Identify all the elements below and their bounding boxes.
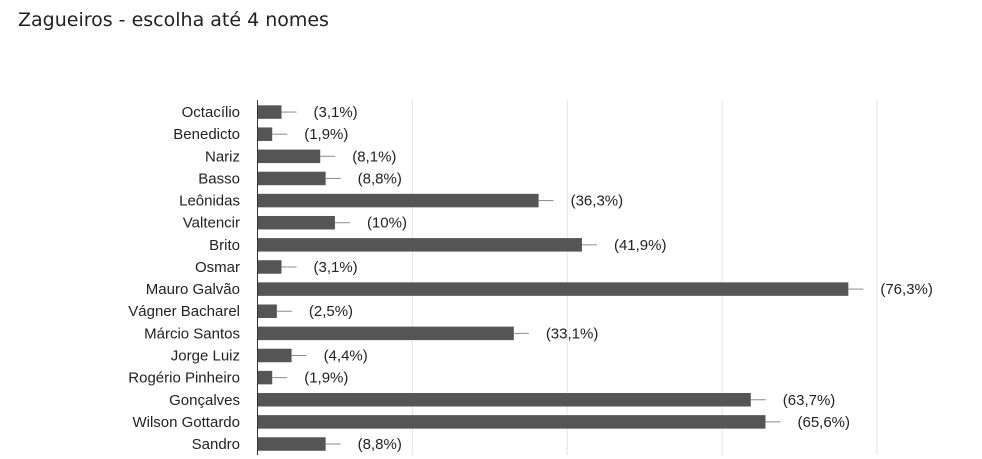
data-label: (8,8%) xyxy=(358,170,402,187)
data-label: (4,4%) xyxy=(324,347,368,364)
data-label: (10%) xyxy=(367,215,407,232)
data-label: (8,8%) xyxy=(358,436,402,453)
data-label: (3,1%) xyxy=(314,104,358,121)
category-label: Leônidas xyxy=(179,193,240,210)
data-label: (8,1%) xyxy=(352,148,396,165)
data-label: (41,9%) xyxy=(614,237,667,254)
bar xyxy=(257,127,273,141)
chart-title: Zagueiros - escolha até 4 nomes xyxy=(18,9,329,31)
bar xyxy=(257,437,326,451)
bar xyxy=(257,238,582,252)
category-label: Wilson Gottardo xyxy=(132,414,240,431)
bar xyxy=(257,415,766,429)
value-labels: (3,1%)(1,9%)(8,1%)(8,8%)(36,3%)(10%)(41,… xyxy=(304,104,933,453)
category-label: Benedicto xyxy=(173,126,240,143)
category-labels: Octacílio Benedicto Nariz Basso Leônidas Valt… xyxy=(128,104,240,453)
bars xyxy=(257,105,849,451)
category-label: Gonçalves xyxy=(169,392,240,409)
category-label: Valtencir xyxy=(183,215,240,232)
bar xyxy=(257,370,273,385)
data-label: (1,9%) xyxy=(304,126,348,143)
category-label: Basso xyxy=(198,170,240,187)
category-label: Rogério Pinheiro xyxy=(128,370,240,387)
category-label: Vágner Bacharel xyxy=(128,303,240,320)
data-label: (76,3%) xyxy=(880,281,933,298)
category-label: Octacílio xyxy=(182,104,240,121)
category-label: Sandro xyxy=(192,436,240,453)
bar xyxy=(257,326,514,341)
bar xyxy=(257,171,326,186)
error-bars xyxy=(272,111,864,445)
data-label: (2,5%) xyxy=(309,303,353,320)
category-label: Jorge Luiz xyxy=(171,347,240,364)
data-label: (65,6%) xyxy=(797,414,850,431)
bar xyxy=(257,348,292,363)
category-label: Nariz xyxy=(205,148,240,165)
data-label: (36,3%) xyxy=(571,193,624,210)
bar xyxy=(257,304,277,318)
bar xyxy=(257,193,539,208)
bar xyxy=(257,149,321,164)
bar xyxy=(257,215,335,230)
bar xyxy=(257,393,751,407)
data-label: (63,7%) xyxy=(783,392,836,409)
category-label: Márcio Santos xyxy=(144,325,240,342)
bar xyxy=(257,282,849,296)
data-label: (1,9%) xyxy=(304,370,348,387)
category-label: Mauro Galvão xyxy=(146,281,240,298)
data-label: (3,1%) xyxy=(314,259,358,276)
bar xyxy=(257,105,282,119)
category-label: Osmar xyxy=(195,259,240,276)
bar xyxy=(257,260,282,274)
category-label: Brito xyxy=(209,237,240,254)
data-label: (33,1%) xyxy=(546,325,599,342)
